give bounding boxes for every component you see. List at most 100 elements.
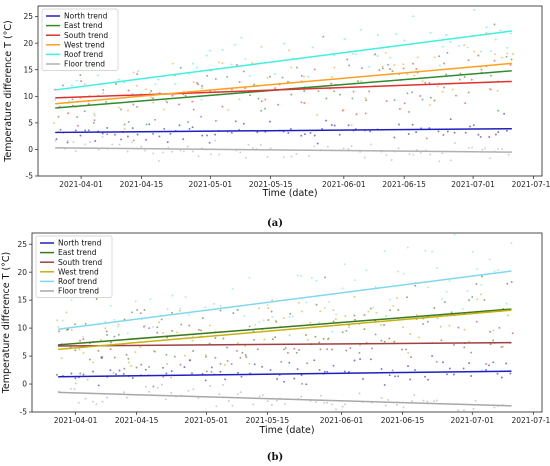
- data-point: [433, 56, 436, 59]
- data-point: [227, 400, 230, 402]
- data-point: [412, 153, 415, 156]
- data-point: [149, 298, 152, 301]
- x-tick-label: 2021-06-01: [320, 416, 364, 425]
- data-point: [127, 361, 130, 364]
- data-point: [173, 355, 176, 358]
- data-point: [166, 101, 169, 104]
- data-point: [511, 332, 514, 335]
- data-point: [394, 375, 396, 378]
- data-point: [453, 343, 455, 346]
- data-point: [166, 363, 168, 365]
- trend-line-south-trend: [55, 80, 512, 99]
- data-point: [179, 363, 182, 366]
- data-point: [215, 405, 218, 408]
- data-point: [310, 276, 313, 279]
- data-point: [295, 351, 298, 354]
- data-point: [305, 334, 307, 336]
- data-point: [384, 404, 387, 407]
- x-tick-label: 2021-06-01: [322, 180, 366, 189]
- x-tick-label: 2021-05-01: [185, 416, 229, 425]
- data-point: [79, 339, 81, 342]
- data-point: [242, 122, 245, 125]
- data-point: [509, 63, 512, 66]
- data-point: [122, 373, 125, 375]
- data-point: [70, 328, 73, 331]
- data-point: [356, 80, 359, 83]
- data-point: [350, 124, 353, 127]
- data-point: [178, 103, 181, 106]
- data-point: [480, 275, 483, 278]
- data-point: [223, 363, 226, 366]
- data-point: [315, 400, 318, 403]
- data-point: [477, 54, 480, 57]
- data-point: [288, 334, 291, 337]
- data-point: [448, 367, 451, 370]
- data-point: [463, 328, 466, 331]
- data-point: [406, 73, 409, 76]
- data-point: [281, 76, 284, 79]
- data-point: [313, 359, 316, 362]
- data-point: [164, 398, 167, 401]
- data-point: [497, 131, 500, 134]
- legend-entry: East trend: [58, 248, 97, 257]
- data-point: [95, 403, 98, 406]
- data-point: [92, 400, 95, 403]
- data-point: [383, 383, 386, 386]
- data-point: [383, 340, 386, 343]
- data-point: [191, 126, 194, 129]
- data-point: [145, 138, 148, 141]
- data-point: [381, 67, 384, 70]
- data-point: [244, 345, 247, 347]
- data-point: [363, 314, 366, 316]
- data-point: [209, 385, 212, 387]
- data-point: [318, 341, 321, 344]
- data-point: [59, 128, 62, 131]
- data-point: [334, 318, 337, 320]
- data-point: [503, 112, 506, 115]
- data-point: [437, 130, 440, 133]
- data-point: [240, 375, 243, 378]
- data-point: [258, 395, 261, 398]
- data-point: [271, 299, 274, 302]
- y-tick-label: 25: [17, 240, 27, 249]
- x-tick-label: 2021-07-01: [451, 180, 495, 189]
- data-point: [277, 103, 279, 106]
- x-tick-label: 2021-05-01: [189, 180, 233, 189]
- data-point: [97, 384, 100, 387]
- chart-panel-b: -5 0 5 10 15 20 25 2021-04-01 2021-04-15 2021-05-…: [1, 232, 550, 463]
- y-tick-label: 10: [23, 92, 33, 101]
- data-point: [453, 142, 456, 144]
- data-point: [466, 46, 469, 49]
- legend-entry: West trend: [58, 267, 99, 276]
- data-point: [126, 332, 129, 335]
- data-point: [511, 53, 514, 55]
- y-tick-label: 20: [23, 39, 33, 48]
- data-point: [152, 97, 154, 100]
- data-point: [322, 35, 325, 38]
- data-point: [230, 362, 233, 365]
- data-point: [76, 124, 79, 127]
- data-point: [316, 113, 319, 116]
- trend-line-north-trend: [58, 370, 512, 378]
- data-point: [510, 242, 513, 244]
- data-point: [235, 349, 238, 352]
- data-point: [384, 51, 387, 54]
- data-point: [227, 108, 229, 111]
- data-point: [414, 369, 416, 371]
- data-point: [197, 83, 200, 86]
- data-point: [397, 309, 400, 311]
- data-point: [445, 34, 448, 36]
- data-point: [317, 90, 320, 93]
- data-point: [99, 338, 102, 341]
- data-point: [421, 98, 424, 101]
- data-point: [338, 133, 341, 136]
- data-point: [501, 56, 503, 59]
- data-point: [110, 341, 112, 344]
- data-point: [162, 366, 164, 369]
- data-point: [380, 368, 383, 370]
- data-point: [428, 127, 431, 130]
- data-point: [318, 368, 321, 371]
- data-point: [393, 340, 396, 343]
- data-point: [84, 143, 87, 146]
- data-point: [324, 276, 327, 279]
